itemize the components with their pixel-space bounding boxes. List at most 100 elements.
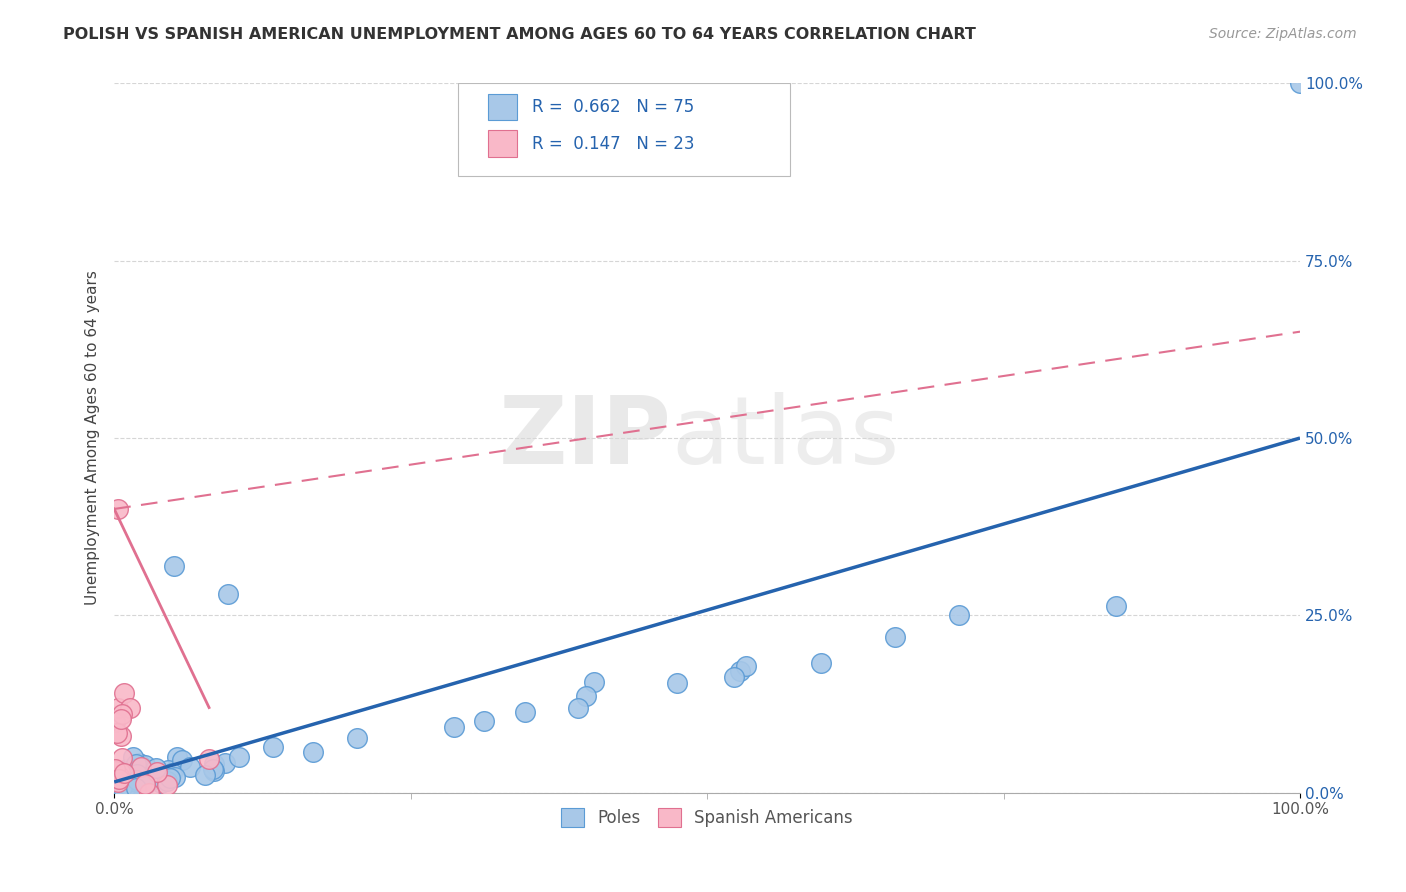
Point <box>443 720 465 734</box>
Point <box>228 750 250 764</box>
Point <box>104 772 127 787</box>
Point <box>122 774 145 789</box>
Point <box>302 745 325 759</box>
Point <box>117 779 139 793</box>
Point <box>723 670 745 684</box>
Point <box>110 764 132 779</box>
Point <box>127 773 149 788</box>
Point <box>201 762 224 776</box>
Point <box>583 674 606 689</box>
Point <box>145 761 167 775</box>
Point <box>121 762 143 776</box>
Point <box>128 775 150 789</box>
Point <box>138 785 160 799</box>
Point <box>159 772 181 786</box>
Point <box>108 766 131 780</box>
Point <box>734 658 756 673</box>
Point <box>474 714 496 728</box>
Text: ZIP: ZIP <box>499 392 672 484</box>
Point <box>125 766 148 780</box>
Point <box>105 726 128 740</box>
Point <box>575 689 598 703</box>
Point <box>146 765 169 780</box>
Point <box>198 752 221 766</box>
Point <box>114 780 136 795</box>
Point <box>128 756 150 770</box>
Point <box>728 665 751 679</box>
Point <box>150 775 173 789</box>
Point <box>111 780 134 794</box>
Point <box>122 761 145 775</box>
Point <box>202 757 225 772</box>
Point <box>122 750 145 764</box>
Point <box>141 772 163 787</box>
FancyBboxPatch shape <box>458 84 790 176</box>
Point <box>346 731 368 745</box>
Point <box>156 774 179 789</box>
Text: Source: ZipAtlas.com: Source: ZipAtlas.com <box>1209 27 1357 41</box>
Point <box>110 729 132 743</box>
Point <box>134 777 156 791</box>
Point <box>104 764 127 779</box>
Point <box>122 772 145 787</box>
Point <box>134 758 156 772</box>
Point <box>170 753 193 767</box>
Point <box>107 775 129 789</box>
Point <box>810 656 832 670</box>
Point <box>217 587 239 601</box>
Point <box>127 776 149 790</box>
Point <box>112 784 135 798</box>
Point <box>166 750 188 764</box>
Point <box>125 781 148 796</box>
Point <box>111 706 134 721</box>
Point <box>104 714 127 729</box>
Point <box>567 700 589 714</box>
Point <box>948 608 970 623</box>
Point <box>156 778 179 792</box>
Point <box>148 771 170 785</box>
Point <box>134 778 156 792</box>
Point <box>1289 77 1312 91</box>
Point <box>107 502 129 516</box>
Point <box>136 772 159 786</box>
Point <box>112 781 135 796</box>
Point <box>118 776 141 790</box>
Point <box>214 756 236 771</box>
Point <box>883 631 905 645</box>
Point <box>115 762 138 776</box>
Point <box>179 760 201 774</box>
Point <box>112 765 135 780</box>
Point <box>120 700 142 714</box>
Point <box>129 760 152 774</box>
Point <box>111 751 134 765</box>
Point <box>128 761 150 775</box>
Text: atlas: atlas <box>672 392 900 484</box>
Point <box>665 676 688 690</box>
Text: R =  0.147   N = 23: R = 0.147 N = 23 <box>531 135 695 153</box>
Point <box>129 780 152 794</box>
Text: R =  0.662   N = 75: R = 0.662 N = 75 <box>531 98 693 116</box>
Point <box>112 686 135 700</box>
Point <box>138 767 160 781</box>
Point <box>202 764 225 778</box>
Point <box>129 772 152 786</box>
Point <box>107 783 129 797</box>
Point <box>163 558 186 573</box>
Point <box>163 770 186 784</box>
Point <box>105 782 128 797</box>
Legend: Poles, Spanish Americans: Poles, Spanish Americans <box>554 801 859 834</box>
Point <box>125 757 148 772</box>
FancyBboxPatch shape <box>488 94 517 120</box>
Point <box>108 772 131 787</box>
Point <box>262 740 284 755</box>
Point <box>1104 599 1126 613</box>
FancyBboxPatch shape <box>488 130 517 157</box>
Point <box>156 764 179 778</box>
Point <box>132 776 155 790</box>
Point <box>110 712 132 726</box>
Point <box>107 700 129 714</box>
Point <box>108 769 131 783</box>
Point <box>132 776 155 790</box>
Point <box>117 778 139 792</box>
Y-axis label: Unemployment Among Ages 60 to 64 years: Unemployment Among Ages 60 to 64 years <box>86 270 100 606</box>
